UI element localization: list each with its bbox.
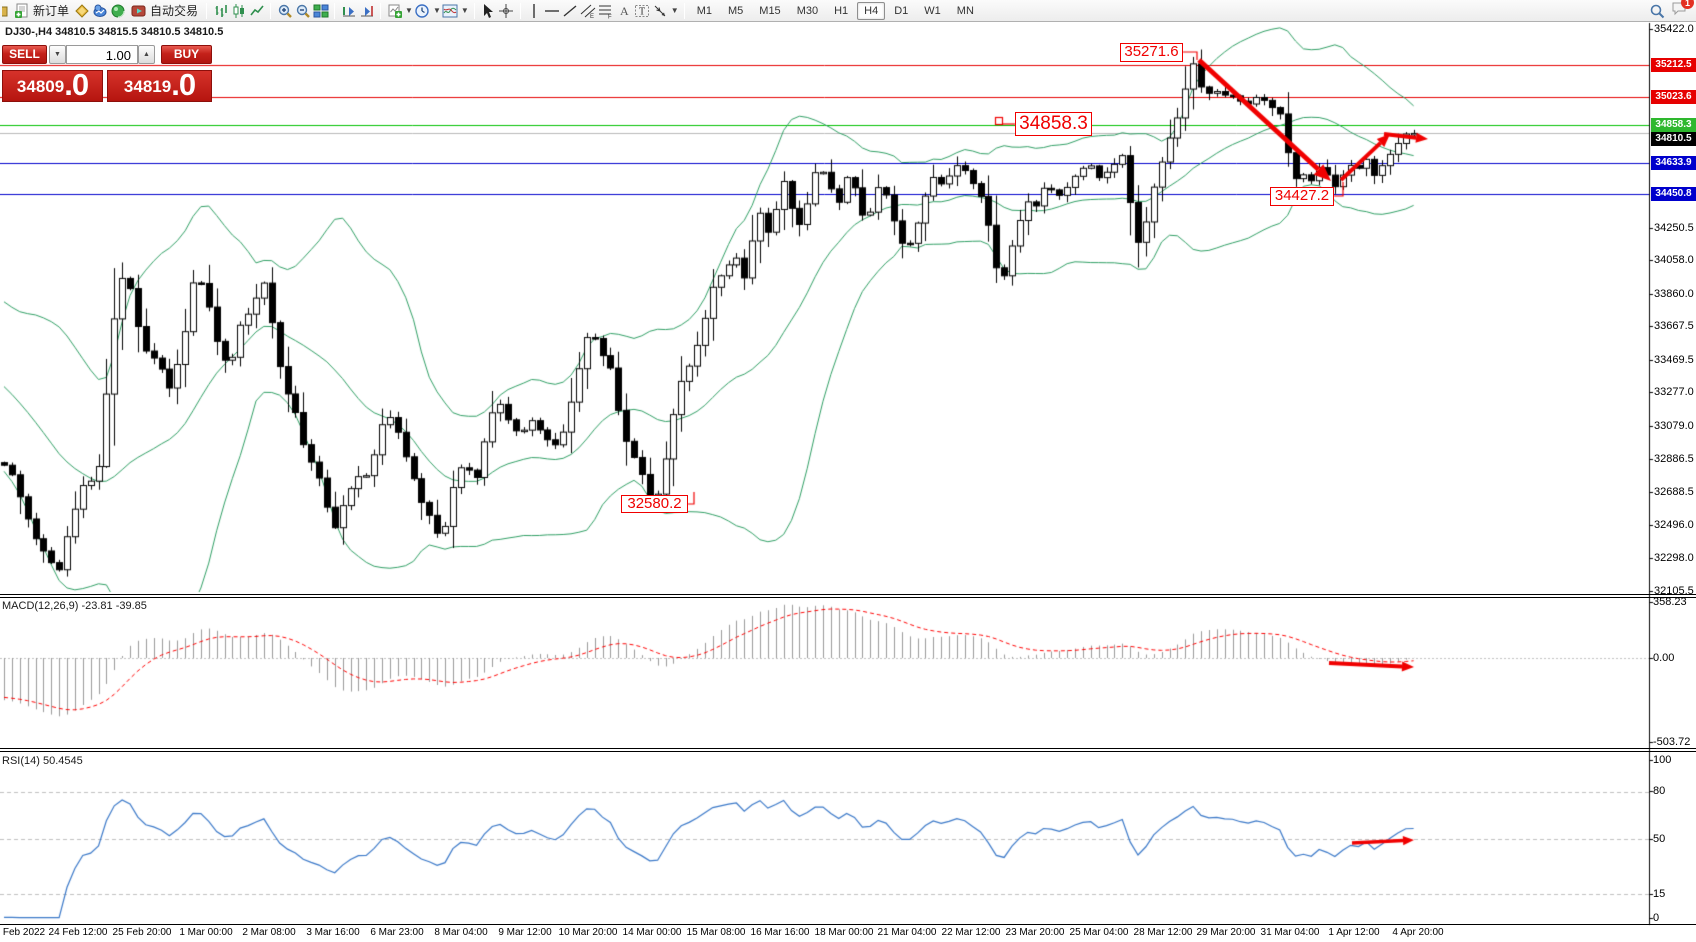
buy-button[interactable]: BUY: [161, 45, 212, 64]
buy-price-main: 34819: [123, 77, 172, 96]
chart-title: DJ30-,H4 34810.5 34815.5 34810.5 34810.5: [5, 26, 224, 38]
time-tick-label: 21 Mar 04:00: [877, 927, 937, 938]
price-tick-label: 33469.5: [1654, 353, 1694, 366]
time-tick-label: 23 Mar 20:00: [1005, 927, 1065, 938]
volume-increase-button[interactable]: ▲: [138, 45, 155, 64]
time-tick-label: 1 Mar 00:00: [179, 927, 233, 938]
rsi-tick-label: 15: [1653, 888, 1666, 900]
price-badge: 34858.3: [1651, 117, 1696, 132]
time-tick-label: 28 Mar 12:00: [1133, 927, 1193, 938]
rsi-tick-label: 50: [1653, 833, 1666, 845]
price-tick-label: 32886.5: [1654, 452, 1694, 465]
price-tick-label: 34250.5: [1654, 221, 1694, 234]
time-tick-label: 15 Mar 08:00: [686, 927, 746, 938]
time-tick-label: 24 Feb 12:00: [48, 927, 108, 938]
sell-price-frac: .0: [64, 67, 89, 102]
rsi-label: RSI(14) 50.4545: [2, 755, 83, 767]
annotation-label[interactable]: 35271.6: [1120, 43, 1183, 62]
volume-input[interactable]: 1.00: [66, 45, 138, 64]
sell-button[interactable]: SELL: [2, 45, 47, 64]
panel-separator[interactable]: [0, 597, 1696, 598]
price-badge: 35023.6: [1651, 89, 1696, 104]
time-tick-label: 16 Mar 16:00: [750, 927, 810, 938]
macd-label: MACD(12,26,9) -23.81 -39.85: [2, 600, 147, 612]
panel-separator[interactable]: [0, 594, 1696, 595]
time-tick-label: 25 Mar 04:00: [1069, 927, 1129, 938]
buy-price-frac: .0: [171, 67, 196, 102]
volume-decrease-button[interactable]: ▼: [49, 45, 66, 64]
one-click-trade-widget: SELL ▼ 1.00 ▲ BUY 34809.0 34819.0: [2, 45, 212, 102]
price-badge: 34633.9: [1651, 155, 1696, 170]
time-tick-label: 8 Mar 04:00: [434, 927, 488, 938]
time-tick-label: 1 Apr 12:00: [1328, 927, 1380, 938]
rsi-tick-label: 0: [1653, 912, 1660, 924]
price-tick-label: 33079.0: [1654, 420, 1694, 433]
annotation-label[interactable]: 34858.3: [1015, 112, 1092, 136]
time-tick-label: 22 Mar 12:00: [941, 927, 1001, 938]
time-tick-label: 18 Mar 00:00: [814, 927, 874, 938]
price-tick-label: 33277.0: [1654, 386, 1694, 399]
macd-tick-label: 358.23: [1653, 596, 1687, 608]
rsi-tick-label: 100: [1653, 754, 1672, 766]
time-tick-label: 4 Apr 20:00: [1392, 927, 1444, 938]
price-tick-label: 32298.0: [1654, 552, 1694, 565]
annotation-label[interactable]: 34427.2: [1270, 187, 1334, 206]
panel-separator[interactable]: [0, 924, 1696, 925]
time-tick-label: 14 Mar 00:00: [622, 927, 682, 938]
time-tick-label: 31 Mar 04:00: [1260, 927, 1320, 938]
sell-price-display[interactable]: 34809.0: [2, 67, 103, 102]
price-badge: 34450.8: [1651, 186, 1696, 201]
panel-separator[interactable]: [0, 751, 1696, 752]
macd-tick-label: -503.72: [1653, 736, 1691, 748]
price-badge: 34810.5: [1651, 131, 1696, 146]
price-tick-label: 32496.0: [1654, 518, 1694, 531]
time-tick-label: 3 Mar 16:00: [306, 927, 360, 938]
buy-price-display[interactable]: 34819.0: [107, 67, 212, 102]
sell-price-main: 34809: [16, 77, 65, 96]
price-tick-label: 32688.5: [1654, 486, 1694, 499]
price-tick-label: 33667.5: [1654, 320, 1694, 333]
price-badge: 35212.5: [1651, 57, 1696, 72]
annotation-label[interactable]: 32580.2: [621, 495, 688, 513]
time-tick-label: 29 Mar 20:00: [1196, 927, 1256, 938]
price-tick-label: 34058.0: [1654, 254, 1694, 267]
price-tick-label: 35422.0: [1654, 23, 1694, 35]
time-tick-label: 10 Mar 20:00: [558, 927, 618, 938]
panel-separator[interactable]: [0, 748, 1696, 749]
time-tick-label: 6 Mar 23:00: [370, 927, 424, 938]
time-tick-label: 25 Feb 20:00: [112, 927, 172, 938]
time-tick-label: Feb 2022: [2, 927, 46, 938]
macd-tick-label: 0.00: [1653, 652, 1675, 664]
rsi-tick-label: 80: [1653, 785, 1666, 797]
price-tick-label: 33860.0: [1654, 287, 1694, 300]
price-tick-label: 32105.5: [1654, 585, 1694, 598]
time-tick-label: 2 Mar 08:00: [242, 927, 296, 938]
time-tick-label: 9 Mar 12:00: [498, 927, 552, 938]
